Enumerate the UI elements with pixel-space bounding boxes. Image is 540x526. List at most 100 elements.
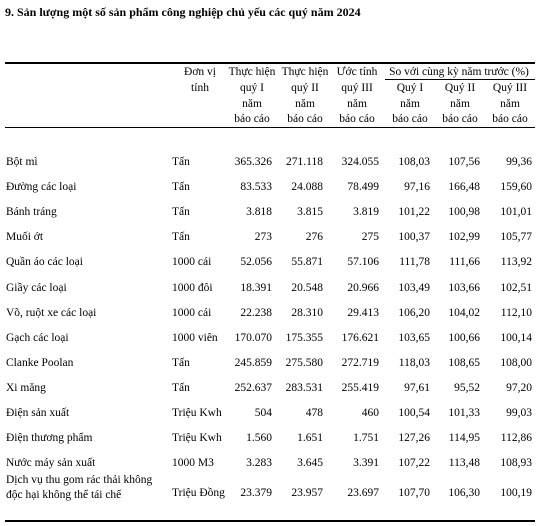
bottom-rule [5, 520, 535, 522]
value-cell: 83.533 [240, 181, 272, 194]
value-cell: 1.651 [297, 432, 323, 445]
row-label: Nước máy sản xuất [6, 457, 96, 470]
subcolumn-header: báo cáo [392, 113, 428, 125]
value-cell: 101,33 [448, 407, 480, 419]
unit-cell: Tấn [172, 356, 190, 369]
value-cell: 23.697 [347, 487, 379, 499]
value-cell: 100,19 [500, 487, 532, 499]
column-header: năm [347, 98, 367, 110]
column-header: Ước tính [336, 66, 378, 78]
unit-cell: 1000 đôi [172, 281, 213, 294]
column-header: năm [295, 98, 315, 110]
unit-cell: Tấn [172, 206, 190, 219]
value-cell: 101,01 [500, 206, 532, 219]
value-cell: 97,16 [404, 181, 430, 194]
row-label: Xi măng [6, 381, 46, 394]
value-cell: 20.966 [347, 281, 379, 294]
value-cell: 23.957 [291, 487, 323, 499]
value-cell: 272.719 [341, 356, 379, 369]
row-label: Đường các loại [6, 181, 77, 194]
value-cell: 78.499 [347, 181, 379, 194]
value-cell: 97,61 [404, 381, 430, 394]
value-cell: 245.859 [234, 356, 272, 369]
value-cell: 3.283 [246, 457, 272, 470]
value-cell: 29.413 [347, 306, 379, 319]
unit-cell: 1000 viên [172, 331, 218, 344]
value-cell: 255.419 [341, 381, 379, 394]
column-header: năm [242, 98, 262, 110]
value-cell: 106,20 [398, 306, 430, 319]
value-cell: 166,48 [448, 181, 480, 194]
unit-cell: 1000 cái [172, 256, 212, 269]
unit-header: tính [191, 82, 209, 94]
value-cell: 3.391 [353, 457, 379, 470]
value-cell: 103,49 [398, 281, 430, 294]
value-cell: 99,03 [506, 407, 532, 419]
value-cell: 273 [254, 231, 272, 244]
top-rule [5, 62, 535, 64]
unit-cell: Tấn [172, 156, 190, 168]
row-label: Dịch vụ thu gom rác thải không độc hại k… [6, 474, 153, 501]
value-cell: 176.621 [341, 331, 379, 344]
value-cell: 460 [361, 407, 379, 419]
value-cell: 20.548 [291, 281, 323, 294]
unit-cell: 1000 cái [172, 306, 212, 319]
value-cell: 108,00 [500, 356, 532, 369]
subcolumn-header: báo cáo [492, 113, 528, 125]
value-cell: 57.106 [347, 256, 379, 269]
value-cell: 23.379 [240, 487, 272, 499]
value-cell: 111,66 [449, 256, 480, 269]
value-cell: 112,10 [500, 306, 532, 319]
group-header: So với cùng kỳ năm trước (%) [389, 66, 529, 78]
subcolumn-header: năm [450, 98, 470, 110]
subcolumn-header: năm [400, 98, 420, 110]
subcolumn-header: năm [500, 98, 520, 110]
header-rule [5, 127, 535, 128]
value-cell: 271.118 [286, 156, 323, 168]
unit-cell: Tấn [172, 231, 190, 244]
value-cell: 106,30 [448, 487, 480, 499]
row-label: Điện thương phẩm [6, 432, 93, 445]
value-cell: 275.580 [285, 356, 323, 369]
value-cell: 114,95 [448, 432, 480, 445]
value-cell: 22.238 [240, 306, 272, 319]
value-cell: 111,78 [399, 256, 430, 269]
row-label: Điện sản xuất [6, 407, 70, 419]
group-rule [385, 79, 535, 80]
value-cell: 108,03 [398, 156, 430, 168]
value-cell: 103,65 [398, 331, 430, 344]
column-header: báo cáo [339, 113, 375, 125]
column-header: quý II [291, 82, 319, 94]
value-cell: 100,66 [448, 331, 480, 344]
row-label: Muối ớt [6, 231, 44, 244]
value-cell: 104,02 [448, 306, 480, 319]
value-cell: 102,51 [500, 281, 532, 294]
value-cell: 103,66 [448, 281, 480, 294]
unit-cell: 1000 M3 [172, 457, 214, 470]
table-title: 9. Sản lượng một số sản phẩm công nghiệp… [5, 5, 361, 19]
value-cell: 101,22 [398, 206, 430, 219]
row-label: Clanke Poolan [6, 356, 74, 369]
value-cell: 107,22 [398, 457, 430, 470]
value-cell: 108,93 [500, 457, 532, 470]
value-cell: 95,52 [454, 381, 480, 394]
value-cell: 24.088 [291, 181, 323, 194]
row-label: Võ, ruột xe các loại [6, 306, 97, 319]
column-header: quý III [341, 82, 373, 94]
column-header: báo cáo [287, 113, 323, 125]
value-cell: 3.815 [297, 206, 323, 219]
value-cell: 99,36 [506, 156, 532, 168]
column-header: Thực hiện [281, 66, 329, 78]
column-header: Thực hiện [228, 66, 276, 78]
value-cell: 3.818 [246, 206, 272, 219]
unit-cell: Tấn [172, 181, 190, 194]
unit-header: Đơn vị [184, 66, 216, 78]
value-cell: 97,20 [506, 381, 532, 394]
value-cell: 108,65 [448, 356, 480, 369]
unit-cell: Triệu Kwh [172, 432, 222, 445]
value-cell: 100,14 [500, 331, 532, 344]
value-cell: 28.310 [291, 306, 323, 319]
value-cell: 478 [305, 407, 323, 419]
unit-cell: Triệu Đồng [172, 487, 225, 499]
